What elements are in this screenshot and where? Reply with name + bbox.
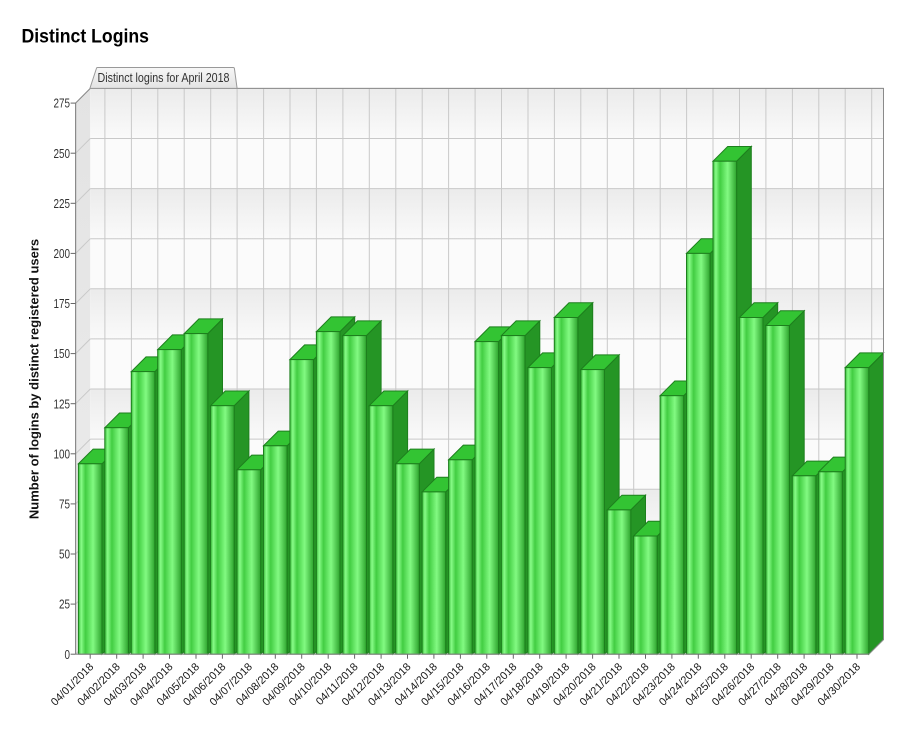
svg-text:25: 25 xyxy=(59,597,70,612)
svg-text:Distinct logins for April 2018: Distinct logins for April 2018 xyxy=(98,70,230,85)
svg-text:175: 175 xyxy=(54,296,71,311)
svg-text:125: 125 xyxy=(54,396,71,411)
svg-text:150: 150 xyxy=(54,346,71,361)
svg-text:275: 275 xyxy=(54,96,71,111)
svg-text:Number of logins by distinct r: Number of logins by distinct registered … xyxy=(27,239,42,519)
svg-text:225: 225 xyxy=(54,196,71,211)
svg-text:50: 50 xyxy=(59,547,70,562)
svg-text:0: 0 xyxy=(65,647,71,662)
svg-text:200: 200 xyxy=(54,246,71,261)
svg-text:100: 100 xyxy=(54,446,71,461)
svg-text:75: 75 xyxy=(59,497,70,512)
svg-text:250: 250 xyxy=(54,146,71,161)
svg-text:Distinct Logins: Distinct Logins xyxy=(22,27,150,48)
